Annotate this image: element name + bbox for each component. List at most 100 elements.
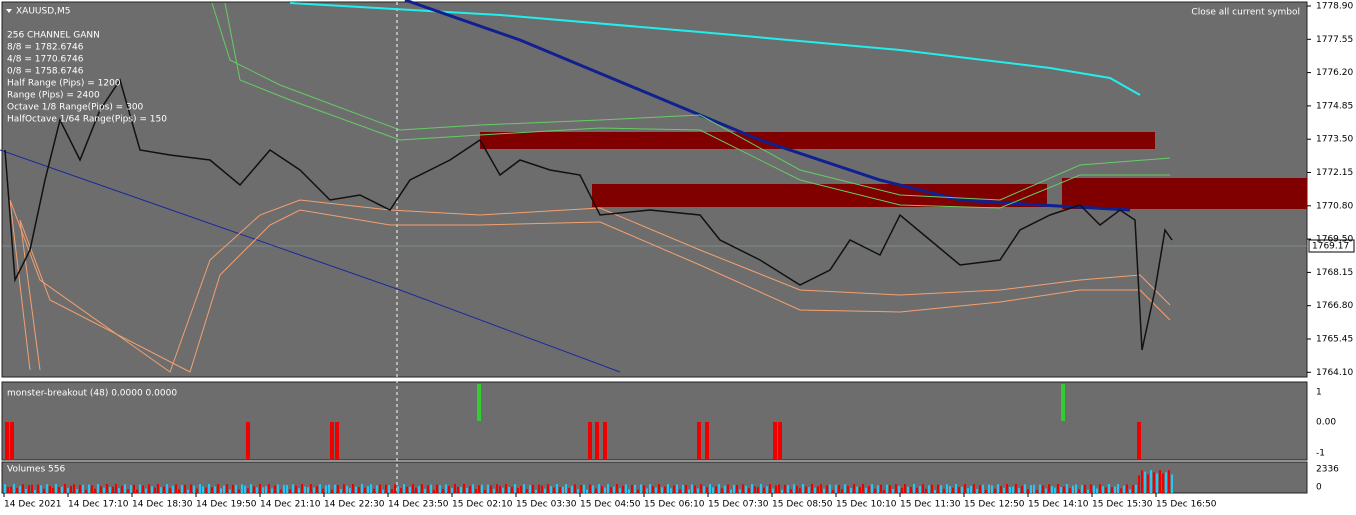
volume-bar: [637, 489, 639, 493]
volume-bar: [430, 484, 432, 493]
time-label: 15 Dec 02:10: [452, 500, 513, 510]
indicator-axis-label: 0.00: [1316, 418, 1336, 428]
volume-bar: [1063, 486, 1065, 493]
info-line: 256 CHANNEL GANN: [7, 31, 100, 41]
volume-bar: [64, 484, 66, 493]
volume-bar: [250, 484, 252, 493]
volume-bar: [631, 484, 633, 493]
volume-bar: [184, 484, 186, 493]
volume-bar: [109, 487, 111, 493]
volume-bar: [217, 484, 219, 493]
volume-bar: [391, 489, 393, 493]
time-label: 14 Dec 2021: [4, 500, 62, 510]
volume-bar: [34, 489, 36, 493]
volume-bar: [709, 484, 711, 493]
volume-label: Volumes 556: [7, 465, 65, 475]
volume-bar: [178, 489, 180, 493]
volume-bar: [856, 486, 858, 493]
volume-bar: [595, 488, 597, 493]
volume-bar: [745, 485, 747, 493]
time-label: 14 Dec 21:10: [260, 500, 321, 510]
volume-bar: [1045, 488, 1047, 493]
menu-arrow[interactable]: [6, 9, 12, 13]
volume-bar: [658, 484, 660, 493]
volume-bar: [1108, 484, 1110, 493]
volume-bar: [1138, 475, 1140, 493]
volume-bar: [1093, 485, 1095, 493]
band-green: [224, 2, 1170, 209]
volume-bar: [652, 486, 654, 493]
volume-bar: [787, 485, 789, 493]
volume-bar: [172, 485, 174, 493]
volume-bar: [919, 485, 921, 493]
volume-bar: [634, 484, 636, 493]
volume-bar: [331, 489, 333, 493]
volume-bar: [649, 484, 651, 493]
volume-bar: [643, 485, 645, 493]
volume-bar: [805, 486, 807, 493]
volume-bar: [991, 485, 993, 493]
volume-bar: [586, 489, 588, 493]
volume-bar: [367, 486, 369, 493]
volume-bar: [1060, 487, 1062, 493]
volume-bar: [346, 485, 348, 493]
volume-bar: [715, 486, 717, 493]
volume-bar: [235, 484, 237, 493]
price-label: 1769.50: [1316, 235, 1353, 245]
volume-bar: [4, 484, 6, 493]
volume-bar: [82, 484, 84, 493]
volume-bar: [508, 486, 510, 493]
volume-bar: [1165, 472, 1167, 493]
volume-bar: [1171, 474, 1173, 493]
close-all-button[interactable]: Close all current symbol: [1191, 8, 1300, 18]
volume-bar: [895, 484, 897, 493]
info-line: 8/8 = 1782.6746: [7, 43, 84, 53]
volume-bar: [298, 488, 300, 493]
volume-bar: [823, 488, 825, 493]
volume-bar: [70, 485, 72, 493]
signal-down: [595, 422, 599, 460]
volume-bar: [727, 484, 729, 493]
volume-bar: [103, 487, 105, 493]
volume-bar: [775, 485, 777, 493]
volume-bar: [1153, 472, 1155, 493]
time-label: 15 Dec 16:50: [1156, 500, 1217, 510]
volume-bar: [187, 489, 189, 493]
volume-bar: [307, 487, 309, 493]
volume-bar: [562, 486, 564, 493]
volume-bar: [493, 488, 495, 493]
volume-bar: [859, 486, 861, 493]
volume-bar: [481, 484, 483, 493]
volume-bar: [1096, 488, 1098, 493]
volume-bar: [1099, 484, 1101, 493]
volume-bar: [979, 485, 981, 493]
volume-bar: [301, 484, 303, 493]
volume-bar: [802, 484, 804, 493]
volume-bar: [241, 484, 243, 493]
volume-bar: [901, 487, 903, 493]
volume-bars: [4, 470, 1173, 493]
band-orange: [9, 199, 1171, 373]
volume-bar: [67, 487, 69, 493]
volume-bar: [664, 486, 666, 493]
volume-bar: [661, 487, 663, 493]
volume-bar: [1072, 485, 1074, 493]
volume-bar: [463, 484, 465, 493]
volume-bar: [994, 488, 996, 493]
price-label: 1764.10: [1316, 368, 1353, 378]
volume-bar: [1114, 486, 1116, 493]
volume-bar: [790, 489, 792, 493]
volume-bar: [1102, 486, 1104, 493]
volume-bar: [424, 488, 426, 493]
volume-bar: [1132, 484, 1134, 493]
volume-bar: [313, 487, 315, 493]
volume-bar: [811, 484, 813, 493]
volume-bar: [202, 486, 204, 493]
ma-blue: [404, 0, 1131, 212]
volume-bar: [700, 484, 702, 493]
volume-bar: [79, 485, 81, 493]
volume-bar: [694, 485, 696, 493]
volume-bar: [232, 484, 234, 493]
volume-bar: [166, 484, 168, 493]
volume-bar: [1021, 485, 1023, 493]
